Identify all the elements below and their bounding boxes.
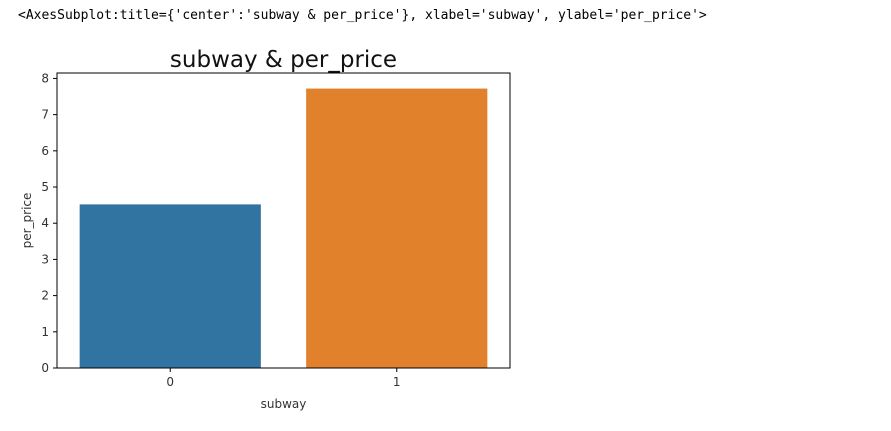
bar-subway-1 — [306, 88, 488, 368]
x-axis-label: subway — [261, 397, 307, 411]
x-tick-label: 0 — [166, 375, 174, 389]
output-repr-text: <AxesSubplot:title={'center':'subway & p… — [18, 8, 707, 23]
y-tick-label: 4 — [41, 216, 49, 230]
y-tick-label: 8 — [41, 71, 49, 85]
chart-title: subway & per_price — [170, 47, 397, 73]
y-tick-label: 7 — [41, 108, 49, 122]
axes-frame — [56, 72, 511, 369]
y-tick-label: 1 — [41, 325, 49, 339]
x-tick-label: 1 — [393, 375, 401, 389]
bar-subway-0 — [79, 204, 261, 368]
y-tick-label: 3 — [41, 252, 49, 266]
y-tick-label: 6 — [41, 144, 49, 158]
y-axis-label: per_price — [20, 193, 34, 249]
y-tick-label: 2 — [41, 289, 49, 303]
y-tick-label: 0 — [41, 361, 49, 375]
y-tick-label: 5 — [41, 180, 49, 194]
